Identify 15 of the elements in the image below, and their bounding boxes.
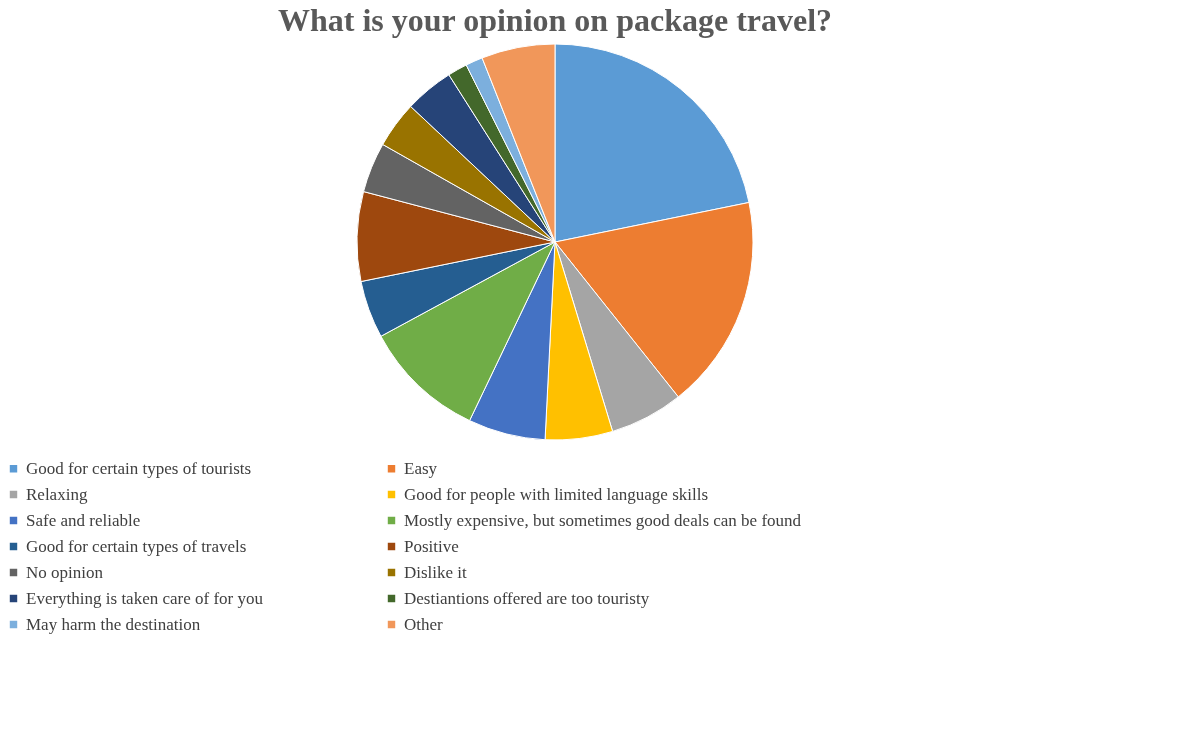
legend-label: Good for people with limited language skills: [404, 484, 709, 504]
legend-label: Other: [404, 614, 444, 634]
legend-label: Good for certain types of tourists: [26, 458, 252, 478]
legend-label: Mostly expensive, but sometimes good deals can be found: [404, 510, 802, 530]
legend-label: May harm the destination: [26, 614, 201, 634]
legend-label: Dislike it: [404, 562, 468, 582]
legend-label: Safe and reliable: [26, 510, 141, 530]
legend-label: Positive: [404, 536, 459, 556]
legend-label: Relaxing: [26, 484, 88, 504]
legend-label: Destiantions offered are too touristy: [404, 588, 650, 608]
legend-label: No opinion: [26, 562, 104, 582]
legend-label: Everything is taken care of for you: [26, 588, 264, 608]
legend-label: Good for certain types of travels: [26, 536, 247, 556]
chart-title: What is your opinion on package travel?: [277, 2, 833, 38]
legend-label: Easy: [404, 458, 438, 478]
